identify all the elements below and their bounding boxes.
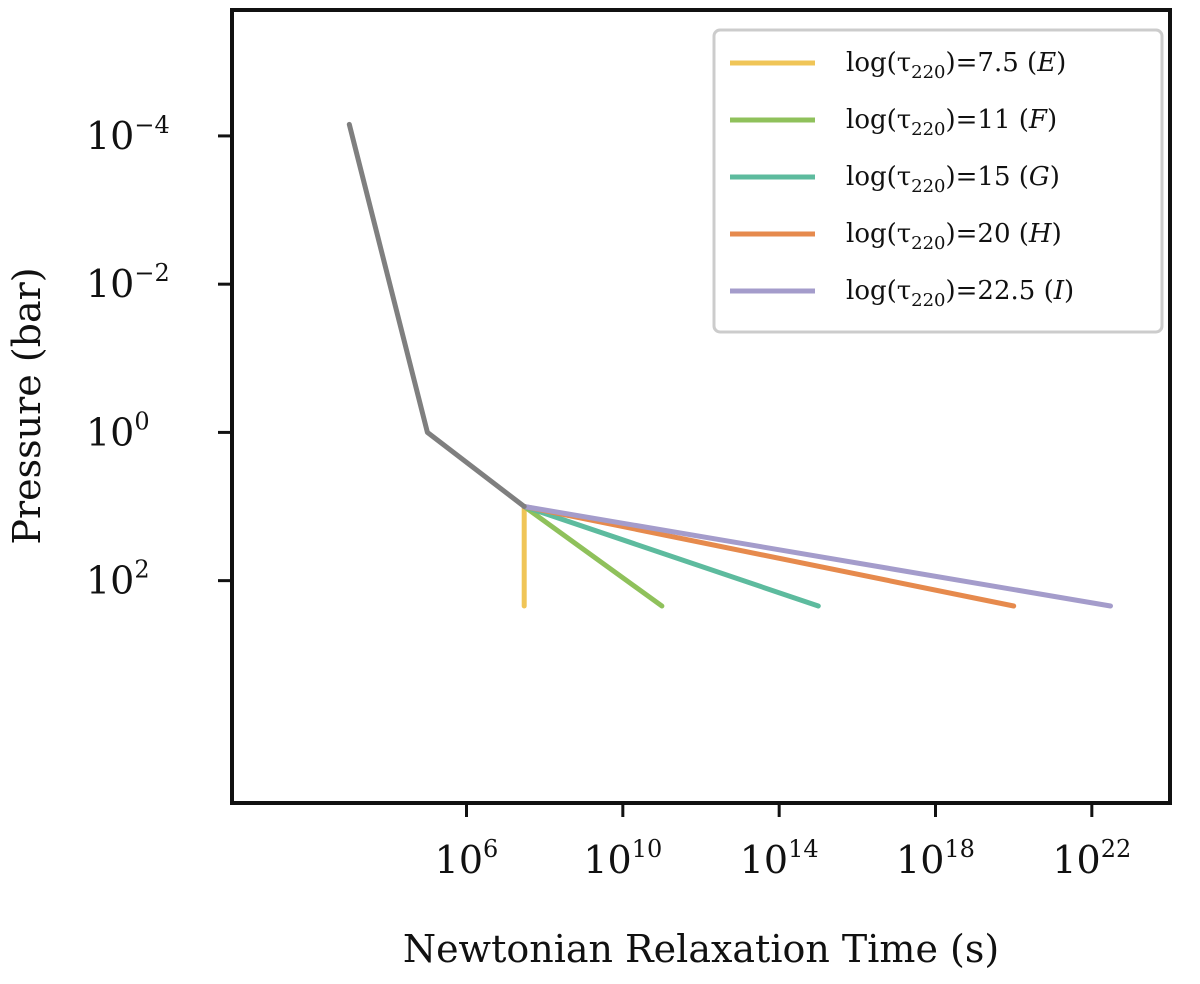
x-axis: 106 1010 1014 1018 1022 bbox=[435, 803, 1131, 882]
y-axis-title: Pressure (bar) bbox=[5, 267, 49, 544]
series-line-3 bbox=[521, 504, 821, 609]
plot-frame bbox=[230, 8, 1172, 805]
legend-box bbox=[712, 28, 1164, 334]
y-tick-label: 10−4 bbox=[86, 111, 170, 158]
series-line-4 bbox=[521, 504, 1017, 609]
shared-profile-line bbox=[346, 121, 527, 509]
y-tick-label: 10−2 bbox=[86, 259, 170, 306]
legend-item: log(τ220)=7.5 (E) bbox=[730, 48, 1066, 83]
y-tick-label: 100 bbox=[86, 407, 150, 454]
legend-items: log(τ220)=7.5 (E) log(τ220)=11 (F) log(τ22… bbox=[730, 48, 1074, 311]
legend-item: log(τ220)=15 (G) bbox=[730, 162, 1060, 197]
legend-label: log(τ220)=15 (G) bbox=[846, 162, 1060, 197]
x-tick-label: 1022 bbox=[1052, 835, 1131, 882]
x-tick-label: 106 bbox=[435, 835, 499, 882]
legend-label: log(τ220)=7.5 (E) bbox=[846, 48, 1066, 83]
series-layer bbox=[346, 121, 1113, 609]
x-axis-title: Newtonian Relaxation Time (s) bbox=[403, 927, 999, 971]
series-line-2 bbox=[521, 504, 665, 609]
legend-label: log(τ220)=11 (F) bbox=[846, 105, 1057, 140]
x-tick-label: 1010 bbox=[583, 835, 662, 882]
series-line-5 bbox=[521, 504, 1113, 609]
legend-item: log(τ220)=22.5 (I) bbox=[730, 276, 1074, 311]
legend-label: log(τ220)=20 (H) bbox=[846, 219, 1062, 254]
legend: log(τ220)=7.5 (E) log(τ220)=11 (F) log(τ22… bbox=[712, 28, 1164, 334]
x-tick-label: 1018 bbox=[896, 835, 975, 882]
y-tick-label: 102 bbox=[86, 556, 150, 603]
legend-item: log(τ220)=20 (H) bbox=[730, 219, 1062, 254]
y-axis: 10−4 10−2 100 102 bbox=[86, 111, 232, 603]
legend-item: log(τ220)=11 (F) bbox=[730, 105, 1057, 140]
x-tick-label: 1014 bbox=[740, 835, 819, 882]
legend-label: log(τ220)=22.5 (I) bbox=[846, 276, 1074, 311]
